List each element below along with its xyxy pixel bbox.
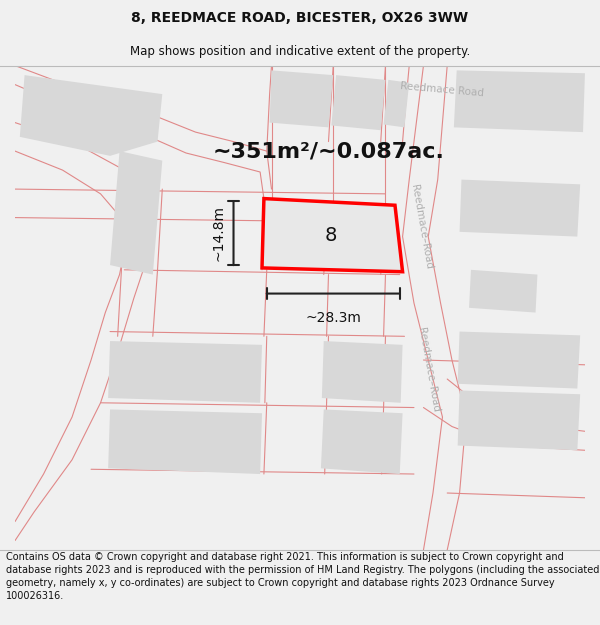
Text: 8: 8: [325, 226, 337, 246]
Polygon shape: [262, 199, 403, 272]
Polygon shape: [322, 341, 403, 402]
Polygon shape: [458, 391, 580, 450]
Polygon shape: [331, 75, 385, 130]
Text: ~28.3m: ~28.3m: [305, 311, 361, 324]
Polygon shape: [110, 151, 162, 274]
Text: Reedmace–Road: Reedmace–Road: [416, 326, 440, 412]
Polygon shape: [269, 71, 333, 128]
Polygon shape: [383, 80, 409, 128]
Polygon shape: [454, 71, 585, 132]
Polygon shape: [108, 409, 262, 474]
Text: Contains OS data © Crown copyright and database right 2021. This information is : Contains OS data © Crown copyright and d…: [6, 551, 599, 601]
Polygon shape: [469, 270, 538, 312]
Text: 8, REEDMACE ROAD, BICESTER, OX26 3WW: 8, REEDMACE ROAD, BICESTER, OX26 3WW: [131, 11, 469, 26]
Polygon shape: [108, 341, 262, 402]
Polygon shape: [460, 179, 580, 237]
Polygon shape: [458, 331, 580, 389]
Text: ~351m²/~0.087ac.: ~351m²/~0.087ac.: [212, 141, 445, 161]
Text: Reedmace–Road: Reedmace–Road: [409, 184, 434, 270]
Text: Reedmace Road: Reedmace Road: [400, 81, 485, 98]
Polygon shape: [321, 409, 403, 474]
Text: ~14.8m: ~14.8m: [212, 205, 226, 261]
Text: Map shows position and indicative extent of the property.: Map shows position and indicative extent…: [130, 45, 470, 58]
Polygon shape: [20, 75, 162, 156]
